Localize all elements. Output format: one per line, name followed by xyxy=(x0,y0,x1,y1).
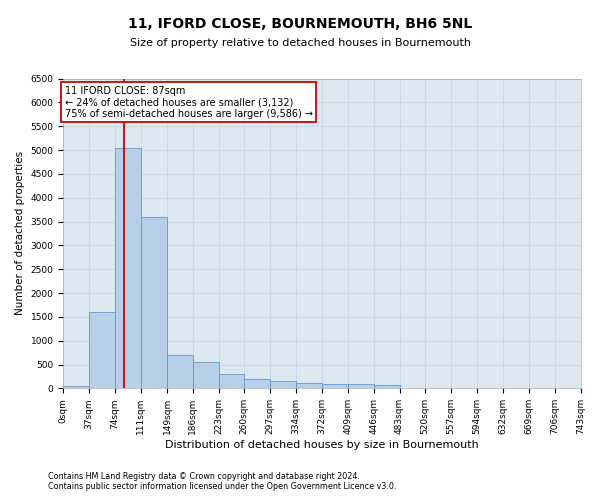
Bar xyxy=(270,381,296,388)
Bar xyxy=(348,384,374,388)
Y-axis label: Number of detached properties: Number of detached properties xyxy=(15,152,25,316)
Bar xyxy=(374,384,400,388)
X-axis label: Distribution of detached houses by size in Bournemouth: Distribution of detached houses by size … xyxy=(165,440,479,450)
Text: 11, IFORD CLOSE, BOURNEMOUTH, BH6 5NL: 11, IFORD CLOSE, BOURNEMOUTH, BH6 5NL xyxy=(128,18,472,32)
Bar xyxy=(140,216,167,388)
Bar xyxy=(63,386,89,388)
Bar xyxy=(167,355,193,388)
Text: Contains HM Land Registry data © Crown copyright and database right 2024.: Contains HM Land Registry data © Crown c… xyxy=(48,472,360,481)
Bar xyxy=(218,374,244,388)
Text: 11 IFORD CLOSE: 87sqm
← 24% of detached houses are smaller (3,132)
75% of semi-d: 11 IFORD CLOSE: 87sqm ← 24% of detached … xyxy=(65,86,313,119)
Bar xyxy=(115,148,140,388)
Bar xyxy=(89,312,115,388)
Text: Size of property relative to detached houses in Bournemouth: Size of property relative to detached ho… xyxy=(130,38,470,48)
Text: Contains public sector information licensed under the Open Government Licence v3: Contains public sector information licen… xyxy=(48,482,397,491)
Bar xyxy=(296,383,322,388)
Bar xyxy=(322,384,348,388)
Bar xyxy=(244,379,270,388)
Bar xyxy=(193,362,218,388)
